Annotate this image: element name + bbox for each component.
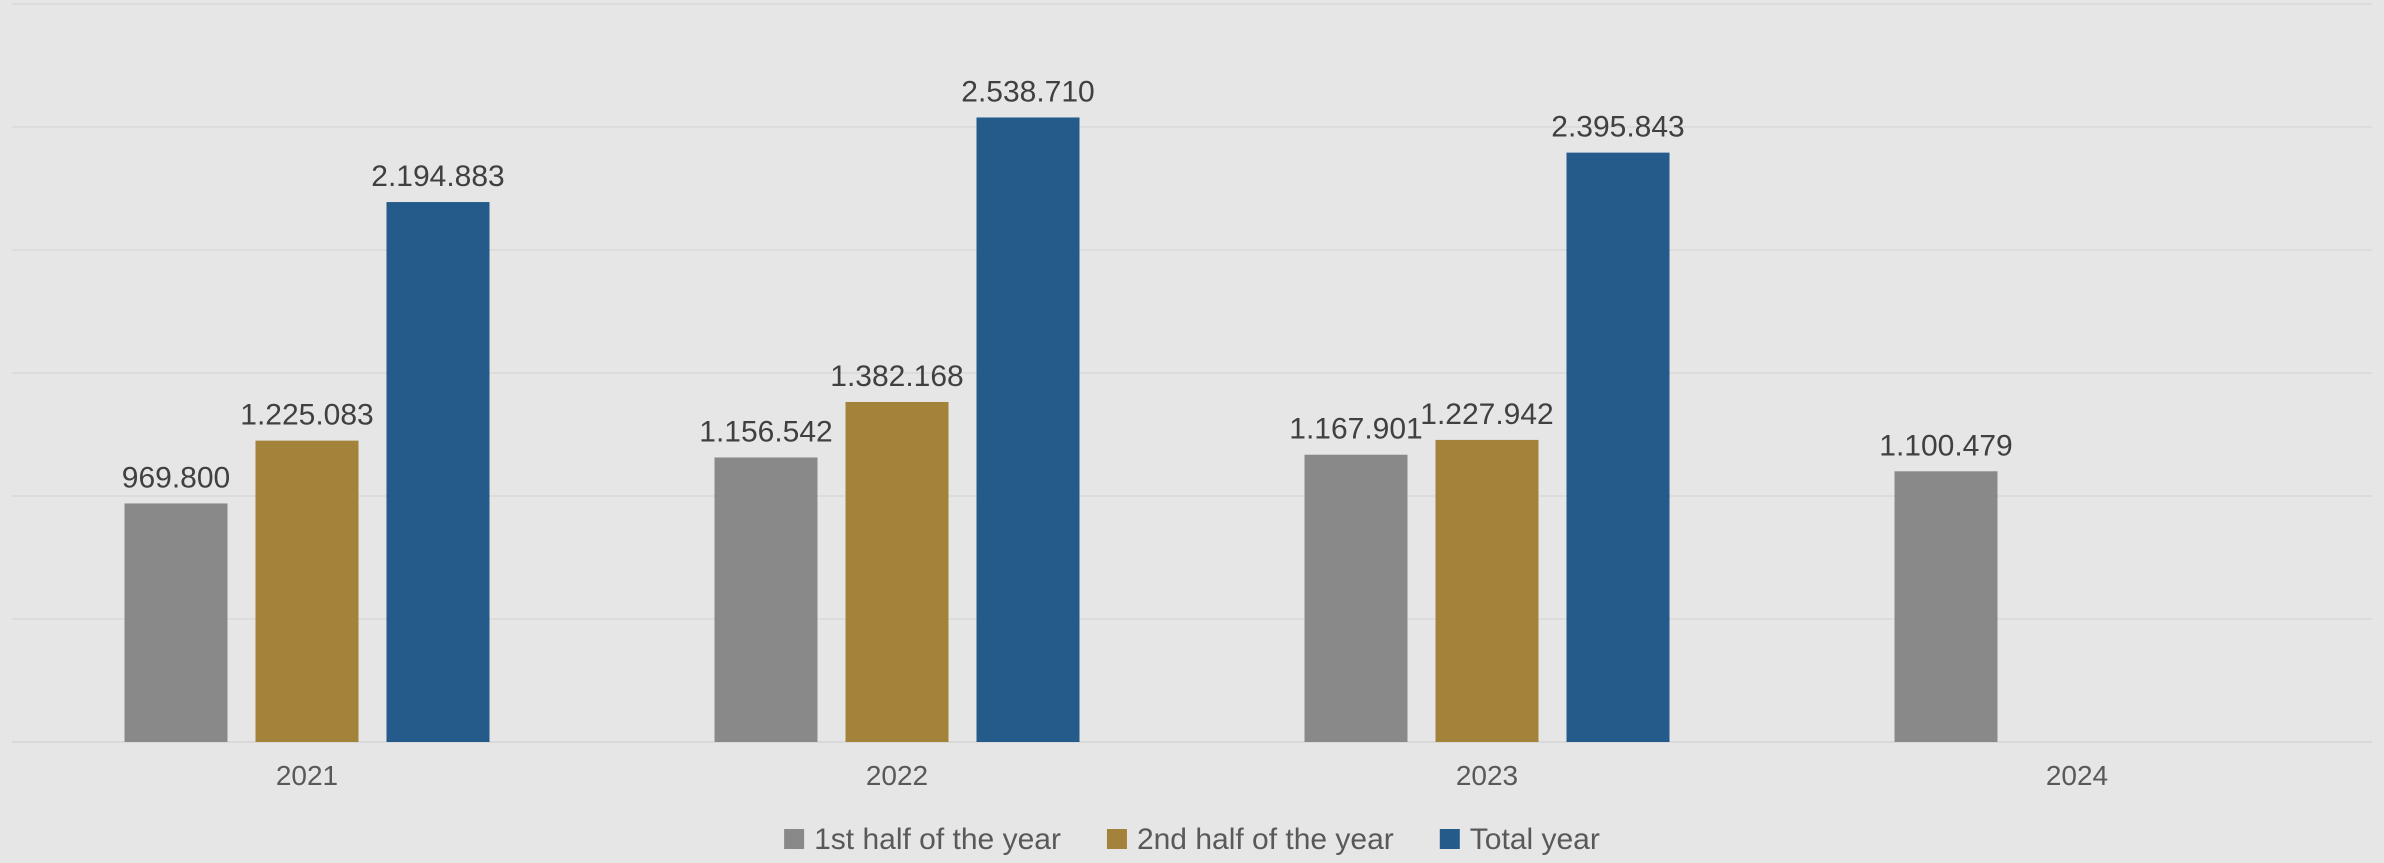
bar bbox=[1304, 454, 1408, 742]
gridlines bbox=[12, 3, 2372, 743]
bar bbox=[1566, 152, 1670, 742]
bar bbox=[386, 202, 490, 742]
legend-label: 1st half of the year bbox=[814, 823, 1061, 856]
data-labels: 969.800 1.225.083 2.194.883 1.156.542 1.382.… bbox=[122, 75, 2013, 494]
data-label: 1.227.942 bbox=[1420, 398, 1553, 431]
data-label: 1.167.901 bbox=[1289, 413, 1422, 446]
data-label: 1.100.479 bbox=[1879, 429, 2012, 462]
legend: 1st half of the year 2nd half of the year… bbox=[784, 823, 1600, 856]
x-tick-label: 2021 bbox=[276, 760, 338, 791]
x-axis-ticks: 2021 2022 2023 2024 bbox=[276, 760, 2108, 791]
bar bbox=[845, 401, 949, 742]
x-tick-label: 2024 bbox=[2046, 760, 2108, 791]
data-label: 1.156.542 bbox=[699, 415, 832, 448]
bars bbox=[124, 117, 1998, 742]
bar bbox=[1894, 471, 1998, 742]
legend-label: Total year bbox=[1470, 823, 1600, 856]
legend-item: 2nd half of the year bbox=[1106, 823, 1394, 856]
data-label: 1.382.168 bbox=[830, 360, 963, 393]
bar bbox=[714, 457, 818, 742]
x-tick-label: 2023 bbox=[1456, 760, 1518, 791]
bar bbox=[976, 117, 1080, 742]
data-label: 1.225.083 bbox=[240, 399, 373, 432]
data-label: 2.194.883 bbox=[371, 160, 504, 193]
bar bbox=[124, 503, 228, 742]
x-tick-label: 2022 bbox=[866, 760, 928, 791]
bar bbox=[255, 440, 359, 742]
data-label: 2.395.843 bbox=[1551, 111, 1684, 144]
legend-swatch bbox=[784, 829, 805, 849]
legend-item: 1st half of the year bbox=[784, 823, 1061, 856]
legend-swatch bbox=[1106, 829, 1127, 849]
bar bbox=[1435, 439, 1539, 742]
data-label: 969.800 bbox=[122, 461, 230, 494]
legend-item: Total year bbox=[1439, 823, 1600, 856]
legend-swatch bbox=[1439, 829, 1460, 849]
legend-label: 2nd half of the year bbox=[1137, 823, 1394, 856]
data-label: 2.538.710 bbox=[961, 75, 1094, 108]
